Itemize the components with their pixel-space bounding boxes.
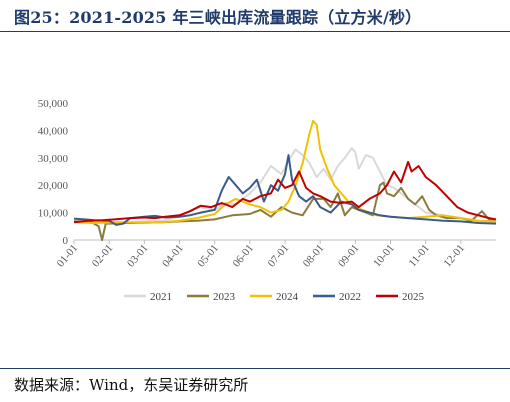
y-tick-label: 10,000 [38, 208, 69, 220]
legend-label-2024: 2024 [276, 291, 299, 303]
x-tick-label: 08-01 [301, 242, 327, 269]
x-tick-label: 10-01 [371, 242, 397, 269]
x-tick-label: 02-01 [90, 242, 116, 269]
y-tick-label: 20,000 [38, 180, 69, 192]
legend-label-2023: 2023 [213, 291, 236, 303]
x-tick-label: 04-01 [160, 242, 186, 269]
y-tick-label: 0 [63, 235, 69, 247]
title-rule [0, 31, 510, 32]
x-tick-label: 12-01 [441, 242, 467, 269]
source-rule [0, 368, 510, 369]
x-axis: 01-01 02-01 03-01 04-01 05-01 06-01 07-01 08-01… [55, 239, 496, 270]
y-tick-label: 30,000 [38, 153, 69, 165]
figure-title: 图25：2021-2025 年三峡出库流量跟踪（立方米/秒） [14, 8, 422, 27]
series-lines [73, 119, 497, 241]
legend-label-2025: 2025 [402, 291, 425, 303]
series-line-2021 [73, 147, 497, 224]
x-tick-label: 11-01 [407, 242, 432, 269]
source-note: 数据来源：Wind，东吴证券研究所 [14, 376, 249, 394]
x-tick-label: 05-01 [195, 242, 221, 269]
legend-label-2021: 2021 [150, 291, 172, 303]
x-tick-label: 06-01 [230, 242, 256, 269]
series-line-2025 [73, 160, 497, 224]
chart-legend: 2021 2023 2024 2022 2025 [124, 291, 425, 303]
x-tick-label: 09-01 [336, 242, 362, 269]
x-tick-label: 01-01 [55, 242, 81, 269]
y-tick-label: 50,000 [38, 98, 69, 110]
y-tick-label: 40,000 [38, 125, 69, 137]
x-tick-label: 03-01 [125, 242, 151, 269]
x-tick-label: 07-01 [266, 242, 292, 269]
series-line-2023 [73, 181, 497, 241]
y-axis: 0 10,000 20,000 30,000 40,000 50,000 [38, 98, 69, 247]
legend-label-2022: 2022 [339, 291, 361, 303]
